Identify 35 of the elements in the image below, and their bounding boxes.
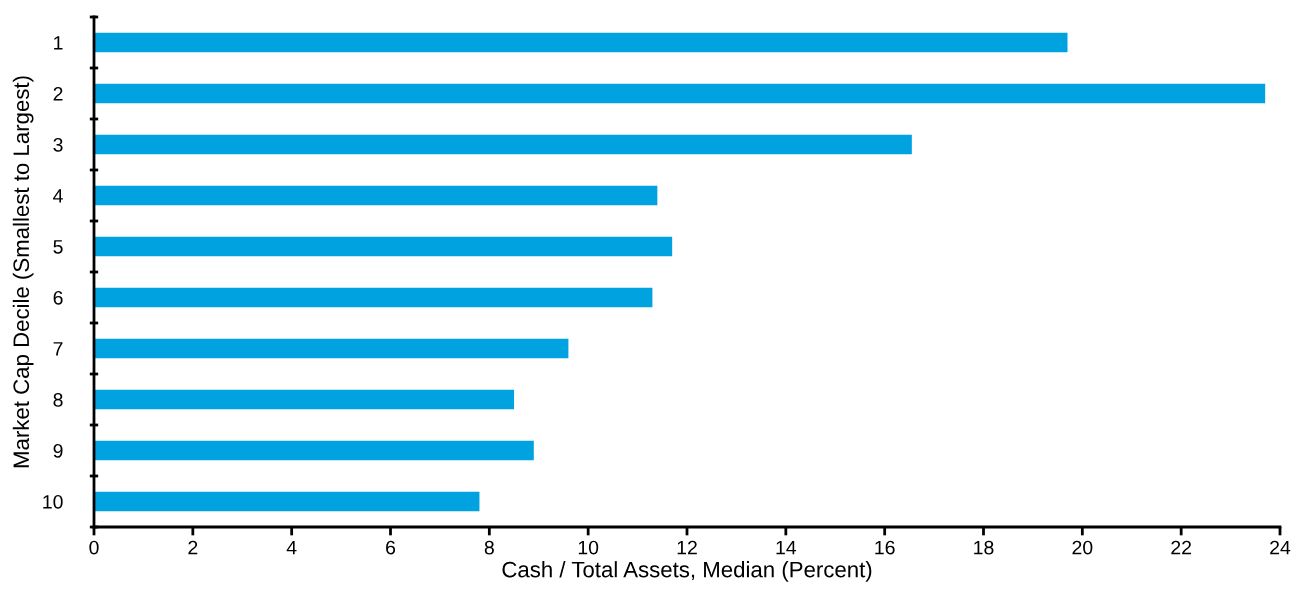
bar (94, 236, 673, 257)
bar (94, 440, 534, 461)
bar (94, 32, 1068, 53)
x-tick-label: 24 (1270, 540, 1291, 555)
x-tick-label: 18 (974, 540, 994, 555)
y-tick-label: 1 (54, 36, 63, 50)
x-tick-label: 6 (386, 540, 396, 555)
bar (94, 134, 912, 155)
x-tick-label: 8 (484, 540, 494, 555)
x-tick-label: 4 (286, 540, 297, 555)
y-tick-label: 4 (53, 189, 63, 203)
x-axis-title: Cash / Total Assets, Median (Percent) (502, 561, 872, 582)
x-tick-label: 0 (89, 540, 99, 555)
bar (94, 185, 658, 206)
x-tick-label: 22 (1171, 540, 1192, 555)
bar (94, 287, 653, 308)
y-tick-label: 10 (43, 494, 63, 509)
bar (94, 338, 569, 359)
y-tick-label: 2 (53, 86, 63, 101)
x-tick-label: 10 (578, 540, 599, 555)
bar (94, 83, 1266, 104)
x-tick-label: 20 (1072, 540, 1093, 555)
x-tick-label: 14 (776, 540, 797, 555)
bar (94, 389, 515, 410)
x-tick-label: 12 (677, 540, 697, 555)
y-tick-label: 5 (53, 240, 63, 254)
x-tick-label: 16 (875, 540, 895, 555)
x-tick-label: 2 (188, 540, 198, 555)
y-tick-label: 7 (53, 342, 63, 356)
y-tick-label: 6 (53, 290, 63, 305)
bar (94, 491, 480, 512)
y-axis-title: Market Cap Decile (Smallest to Largest) (12, 76, 34, 468)
y-tick-label: 3 (53, 137, 63, 152)
y-tick-label: 8 (53, 392, 63, 407)
y-tick-label: 9 (53, 443, 63, 458)
